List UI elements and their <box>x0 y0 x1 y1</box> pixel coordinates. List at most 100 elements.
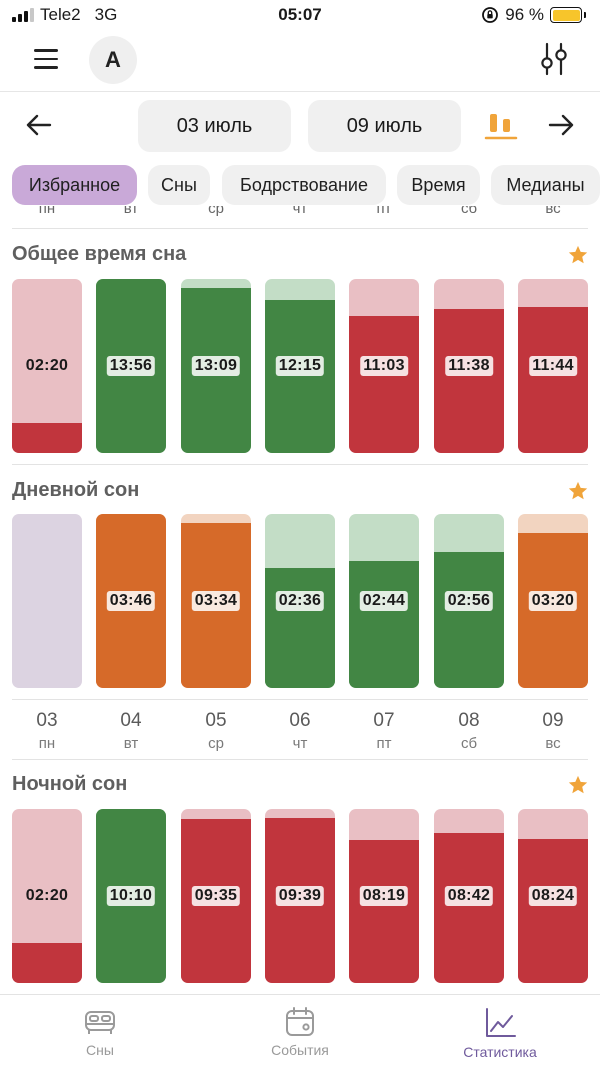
bar-fill <box>265 567 335 688</box>
bar-value-label: 08:24 <box>528 886 578 906</box>
date-navigation: 03 июль 09 июль <box>0 98 600 154</box>
bar-fill <box>349 315 419 453</box>
divider <box>12 464 588 465</box>
bar-value-label: 08:19 <box>359 886 409 906</box>
bar-fill <box>434 833 504 983</box>
day-bar[interactable]: 11:44 <box>518 279 588 453</box>
favorite-star-icon[interactable] <box>567 774 589 796</box>
day-labels-row: 03 пн 04 вт 05 ср 06 чт 07 пт 08 сб 09 вс <box>0 710 600 766</box>
tab-medians[interactable]: Медианы <box>491 165 600 205</box>
nav-dreams[interactable]: Сны <box>55 995 145 1066</box>
bar-value-label: 09:39 <box>275 886 325 906</box>
status-bar: Tele2 3G 05:07 96 % <box>0 0 600 30</box>
day-bar[interactable]: 02:56 <box>434 514 504 688</box>
section-title-night-sleep: Ночной сон <box>12 773 128 795</box>
nav-label: Статистика <box>463 1044 537 1060</box>
day-label: 03 пн <box>36 710 58 752</box>
favorite-star-icon[interactable] <box>567 480 589 502</box>
day-bar[interactable]: 13:09 <box>181 279 251 453</box>
tab-wakefulness[interactable]: Бодрствование <box>222 165 386 205</box>
clock: 05:07 <box>278 5 322 24</box>
carrier-name: Tele2 <box>40 5 81 24</box>
avatar[interactable]: A <box>89 36 137 84</box>
peek-weekday: вс <box>545 206 561 217</box>
day-label: 08 сб <box>458 710 480 752</box>
peek-weekday: пн <box>38 206 56 217</box>
day-label: 07 пт <box>373 710 395 752</box>
bar-chart-toggle-icon[interactable] <box>484 110 518 142</box>
weekday-peek-row: пн вт ср чт пт сб вс <box>0 206 600 220</box>
day-bar[interactable]: 08:42 <box>434 809 504 983</box>
bar-value-label: 03:20 <box>528 591 578 611</box>
day-bar[interactable]: 02:20 <box>12 279 82 453</box>
battery-icon <box>550 7 586 23</box>
settings-sliders-icon[interactable] <box>538 42 570 76</box>
day-label: 09 вс <box>542 710 564 752</box>
day-label: 06 чт <box>289 710 311 752</box>
day-bar[interactable]: 02:36 <box>265 514 335 688</box>
tab-time[interactable]: Время <box>397 165 480 205</box>
orientation-lock-icon <box>482 7 499 23</box>
bar-value-label: 13:56 <box>106 356 156 376</box>
favorite-star-icon[interactable] <box>567 244 589 266</box>
nav-statistics[interactable]: Статистика <box>447 995 553 1066</box>
day-bar[interactable]: 11:03 <box>349 279 419 453</box>
calendar-icon <box>286 1007 314 1036</box>
day-bar[interactable]: 02:44 <box>349 514 419 688</box>
day-bar[interactable]: 08:24 <box>518 809 588 983</box>
day-bar[interactable]: 13:56 <box>96 279 166 453</box>
day-bar[interactable]: 11:38 <box>434 279 504 453</box>
bar-value-label: 11:38 <box>445 356 493 376</box>
peek-weekday: сб <box>460 206 478 217</box>
bar-fill <box>518 306 588 453</box>
bar-value-label: 11:03 <box>360 356 408 376</box>
bar-value-label: 02:36 <box>275 591 325 611</box>
day-bar[interactable]: 09:35 <box>181 809 251 983</box>
arrow-right-icon[interactable] <box>546 110 576 140</box>
nav-events[interactable]: События <box>255 995 345 1066</box>
bar-value-label: 11:44 <box>529 356 577 376</box>
day-bar[interactable]: 12:15 <box>265 279 335 453</box>
bar-fill <box>434 552 504 688</box>
section-title-total-sleep: Общее время сна <box>12 243 187 265</box>
day-bar[interactable]: 02:20 <box>12 809 82 983</box>
total-sleep-bars: 02:20 13:56 13:09 12:15 11:03 11:38 11:44 <box>0 279 600 453</box>
tab-favorites[interactable]: Избранное <box>12 165 137 205</box>
day-bar[interactable]: 03:20 <box>518 514 588 688</box>
bar-value-label: 02:20 <box>25 357 69 374</box>
bar-value-label: 09:35 <box>191 886 241 906</box>
day-label: 04 вт <box>120 710 142 752</box>
network-type: 3G <box>94 5 118 24</box>
divider <box>12 759 588 760</box>
day-bar[interactable]: 09:39 <box>265 809 335 983</box>
app-header: A <box>0 30 600 92</box>
bar-fill <box>434 308 504 453</box>
bar-value-label: 02:56 <box>444 591 494 611</box>
day-bar[interactable]: 03:46 <box>96 514 166 688</box>
night-sleep-bars: 02:20 10:10 09:35 09:39 08:19 08:42 08:24 <box>0 809 600 983</box>
day-bar[interactable] <box>12 514 82 688</box>
section-title-day-sleep: Дневной сон <box>12 479 140 501</box>
bar-fill <box>12 942 82 983</box>
filter-tabs: Избранное Сны Бодрствование Время Медиан… <box>0 165 600 205</box>
peek-weekday: вт <box>123 206 139 217</box>
bar-value-label: 13:09 <box>191 356 241 376</box>
chart-line-icon <box>486 1008 516 1037</box>
bar-fill <box>12 423 82 453</box>
nav-label: Сны <box>86 1042 114 1058</box>
bar-value-label: 03:34 <box>191 591 241 611</box>
bar-fill <box>518 838 588 983</box>
day-bar[interactable]: 03:34 <box>181 514 251 688</box>
battery-percent: 96 % <box>505 5 544 24</box>
hamburger-menu-icon[interactable] <box>34 49 58 69</box>
divider <box>12 228 588 229</box>
statistics-content[interactable]: пн вт ср чт пт сб вс Общее время сна 02:… <box>0 206 600 994</box>
start-date-button[interactable]: 03 июль <box>138 100 291 152</box>
day-sleep-bars: 03:46 03:34 02:36 02:44 02:56 03:20 <box>0 514 600 688</box>
tab-dreams[interactable]: Сны <box>148 165 210 205</box>
day-bar[interactable]: 10:10 <box>96 809 166 983</box>
arrow-left-icon[interactable] <box>24 110 54 140</box>
day-bar[interactable]: 08:19 <box>349 809 419 983</box>
end-date-button[interactable]: 09 июль <box>308 100 461 152</box>
peek-weekday: пт <box>376 206 392 217</box>
